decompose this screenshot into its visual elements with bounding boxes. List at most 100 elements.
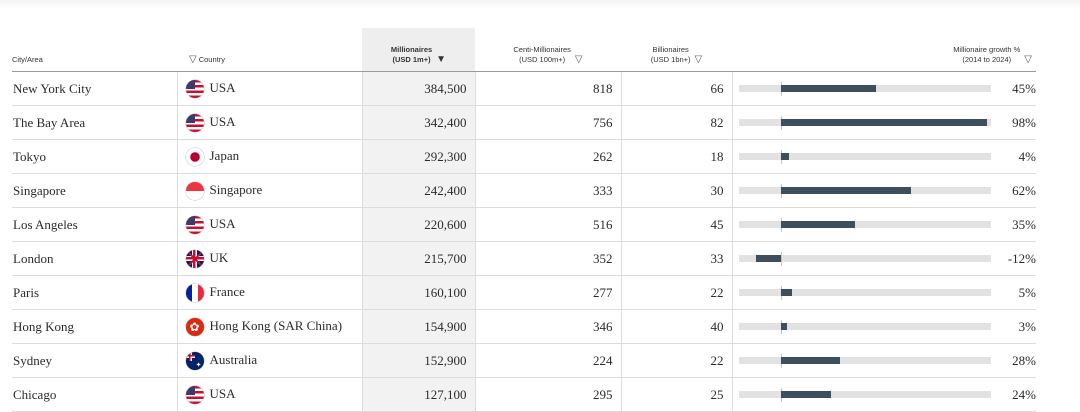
millionaires-cell: 342,400 — [362, 105, 476, 140]
table-row[interactable]: New York City USA 384,500 818 66 45% — [12, 71, 1036, 106]
billionaires-cell: 22 — [621, 275, 733, 310]
sort-icon: ▽ — [189, 54, 197, 65]
header-country[interactable]: ▽ Country — [177, 28, 362, 72]
table-row[interactable]: London UK 215,700 352 33 -12% — [12, 241, 1036, 276]
table-row[interactable]: The Bay Area USA 342,400 756 82 98% — [12, 105, 1036, 140]
billionaires-cell: 25 — [621, 377, 733, 412]
centi-millionaires-cell: 262 — [475, 139, 622, 174]
header-billionaires[interactable]: Billionaires (USD 1bn+) ▽ — [621, 28, 732, 72]
growth-value: 5% — [1018, 285, 1036, 300]
table-row[interactable]: Singapore Singapore 242,400 333 30 62% — [12, 173, 1036, 208]
city-cell: Chicago — [12, 377, 178, 412]
growth-bar — [780, 357, 840, 364]
growth-cell: -12% — [732, 241, 1036, 276]
country-name: Japan — [209, 148, 240, 164]
growth-bar-track — [738, 218, 991, 232]
country-cell: Japan — [177, 139, 363, 174]
millionaires-cell: 292,300 — [362, 139, 476, 174]
top-shadow — [0, 0, 1080, 8]
country-name: Singapore — [209, 182, 263, 198]
millionaires-cell: 384,500 — [362, 71, 476, 106]
flag-france-icon — [185, 283, 204, 302]
growth-bar-track — [738, 388, 991, 402]
centi-millionaires-cell: 818 — [475, 71, 622, 106]
growth-cell: 3% — [732, 309, 1036, 344]
table-row[interactable]: Chicago USA 127,100 295 25 24% — [12, 377, 1036, 412]
millionaires-cell: 215,700 — [362, 241, 476, 276]
city-cell: Singapore — [12, 173, 178, 208]
millionaires-cell: 127,100 — [362, 377, 476, 412]
header-growth-unit: (2014 to 2024) — [962, 55, 1012, 64]
billionaires-cell: 30 — [621, 173, 733, 208]
sort-icon: ▽ — [1024, 54, 1032, 65]
header-millionaires[interactable]: Millionaires (USD 1m+) ▼ — [362, 28, 475, 72]
growth-value: 45% — [1012, 81, 1036, 96]
city-cell: London — [12, 241, 178, 276]
growth-bar-zero-line — [780, 252, 782, 266]
growth-bar — [780, 323, 787, 330]
table-row[interactable]: Paris France 160,100 277 22 5% — [12, 275, 1036, 310]
flag-hk-icon — [185, 317, 204, 336]
table-row[interactable]: Hong Kong Hong Kong (SAR China) 154,900346… — [12, 309, 1036, 344]
header-centi-millionaires[interactable]: Centi-Millionaires (USD 100m+) ▽ — [475, 28, 621, 72]
growth-bar-track — [738, 354, 991, 368]
growth-bar-track — [738, 150, 991, 164]
billionaires-cell: 40 — [621, 309, 733, 344]
country-cell: USA — [177, 105, 363, 140]
flag-japan-icon — [185, 147, 204, 166]
growth-value: 62% — [1012, 183, 1036, 198]
header-billionaires-label: Billionaires — [652, 45, 689, 54]
growth-bar-track — [738, 184, 991, 198]
sort-icon: ▽ — [694, 54, 703, 65]
header-growth[interactable]: Millionaire growth % (2014 to 2024) ▽ — [732, 28, 1036, 72]
table-row[interactable]: Tokyo Japan 292,300 262 18 4% — [12, 139, 1036, 174]
header-city-label: City/Area — [12, 55, 43, 64]
billionaires-cell: 33 — [621, 241, 733, 276]
sort-icon: ▽ — [574, 54, 583, 65]
country-cell: France — [177, 275, 363, 310]
header-centi-unit: (USD 100m+) — [519, 55, 566, 64]
growth-cell: 35% — [732, 207, 1036, 242]
centi-millionaires-cell: 333 — [475, 173, 622, 208]
flag-singapore-icon — [185, 181, 204, 200]
richest-cities-table: City/Area ▽ Country Millionaires (USD 1m+… — [12, 28, 1036, 412]
country-name: France — [209, 284, 245, 300]
country-cell: USA — [177, 377, 363, 412]
flag-usa-icon — [185, 385, 204, 404]
country-cell: Australia — [177, 343, 363, 378]
millionaires-cell: 154,900 — [362, 309, 476, 344]
table-header-row: City/Area ▽ Country Millionaires (USD 1m+… — [12, 28, 1036, 72]
country-name: USA — [209, 80, 236, 96]
growth-cell: 45% — [732, 71, 1036, 106]
growth-bar — [780, 391, 831, 398]
growth-value: 35% — [1012, 217, 1036, 232]
country-name: USA — [209, 386, 236, 402]
growth-bar-track — [738, 320, 991, 334]
country-cell: UK — [177, 241, 363, 276]
billionaires-cell: 66 — [621, 71, 733, 106]
header-growth-label: Millionaire growth % — [953, 45, 1021, 54]
header-millionaires-label: Millionaires — [390, 45, 433, 54]
country-name: USA — [209, 216, 236, 232]
header-city[interactable]: City/Area — [12, 28, 177, 72]
flag-usa-icon — [185, 113, 204, 132]
centi-millionaires-cell: 277 — [475, 275, 622, 310]
flag-australia-icon — [185, 351, 204, 370]
growth-cell: 28% — [732, 343, 1036, 378]
table-row[interactable]: Los Angeles USA 220,600 516 45 35% — [12, 207, 1036, 242]
city-cell: Los Angeles — [12, 207, 178, 242]
centi-millionaires-cell: 756 — [475, 105, 622, 140]
growth-bar — [780, 119, 987, 126]
country-cell: USA — [177, 207, 363, 242]
growth-bar — [780, 221, 855, 228]
city-cell: Hong Kong — [12, 309, 178, 344]
billionaires-cell: 22 — [621, 343, 733, 378]
city-cell: Tokyo — [12, 139, 178, 174]
centi-millionaires-cell: 352 — [475, 241, 622, 276]
city-cell: New York City — [12, 71, 178, 106]
country-name: UK — [209, 250, 229, 266]
growth-bar-track — [738, 286, 991, 300]
city-cell: Sydney — [12, 343, 178, 378]
millionaires-cell: 152,900 — [362, 343, 476, 378]
